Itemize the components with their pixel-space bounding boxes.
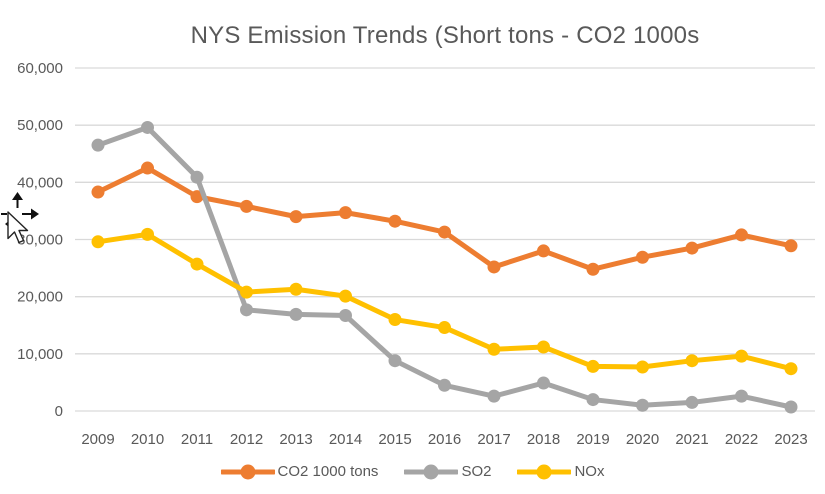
data-point[interactable] [91,185,105,199]
x-axis-tick-label: 2023 [774,431,807,448]
legend-line-marker-icon [517,464,572,479]
x-axis-tick-label: 2021 [675,431,708,448]
series-so2[interactable] [91,120,798,414]
x-axis-tick-label: 2016 [428,431,461,448]
data-point[interactable] [685,395,699,409]
legend-label: CO2 1000 tons [277,463,379,480]
series-co2-1000-tons[interactable] [91,161,798,276]
legend-label: NOx [574,463,605,480]
legend-item-co2-1000-tons[interactable]: CO2 1000 tons [220,463,379,480]
data-point[interactable] [339,289,352,303]
x-axis-tick-label: 2010 [131,431,164,448]
data-point[interactable] [438,225,451,239]
data-point[interactable] [339,309,352,323]
data-point[interactable] [537,340,550,354]
data-point[interactable] [537,376,550,390]
x-axis-tick-label: 2017 [477,431,510,448]
series-nox[interactable] [91,227,798,376]
x-axis-tick-label: 2015 [378,431,411,448]
data-point[interactable] [735,228,748,242]
data-point[interactable] [438,321,451,335]
chart-title: NYS Emission Trends (Short tons - CO2 10… [190,22,700,49]
data-point[interactable] [388,214,402,228]
x-axis-tick-label: 2014 [329,431,362,448]
data-point[interactable] [289,307,303,321]
data-point[interactable] [438,378,451,392]
data-point[interactable] [735,349,748,363]
y-axis-tick-label: 0 [55,403,63,420]
data-point[interactable] [190,190,204,204]
data-point[interactable] [388,354,402,368]
series-line[interactable] [95,231,794,372]
data-point[interactable] [784,239,798,253]
x-axis-tick-label: 2019 [576,431,609,448]
data-point[interactable] [537,244,550,258]
data-point[interactable] [141,161,154,175]
legend-label: SO2 [461,463,492,480]
legend-item-nox[interactable]: NOx [517,463,604,480]
data-point[interactable] [289,282,303,296]
x-axis-tick-label: 2009 [81,431,114,448]
data-point[interactable] [586,262,600,276]
data-point[interactable] [91,138,105,152]
data-point[interactable] [190,170,204,184]
data-point[interactable] [487,342,501,356]
data-point[interactable] [388,313,402,327]
y-axis-tick-label: 50,000 [17,117,63,134]
data-point[interactable] [339,206,352,220]
x-axis-tick-label: 2012 [230,431,263,448]
x-axis-tick-label: 2020 [626,431,659,448]
data-point[interactable] [784,362,798,376]
x-axis-tick-label: 2022 [725,431,758,448]
data-point[interactable] [487,260,501,274]
data-point[interactable] [586,393,600,407]
data-point[interactable] [289,210,303,224]
y-axis-tick-label: 10,000 [17,346,63,363]
data-point[interactable] [240,199,253,213]
data-point[interactable] [240,303,253,317]
data-point[interactable] [685,241,699,255]
y-axis-tick-label: 60,000 [17,60,63,77]
data-point[interactable] [240,285,253,299]
x-axis-tick-label: 2011 [181,431,213,448]
y-axis-tick-label: 40,000 [17,174,63,191]
legend-line-marker-icon [404,464,459,479]
data-point[interactable] [190,257,204,271]
data-point[interactable] [735,389,748,403]
data-point[interactable] [636,250,649,264]
data-point[interactable] [91,235,105,249]
x-axis-tick-label: 2013 [279,431,312,448]
data-point[interactable] [141,227,154,241]
x-axis-tick-label: 2018 [527,431,560,448]
data-point[interactable] [636,360,649,374]
chart-legend: CO2 1000 tons SO2 NOx [0,463,825,480]
y-axis-tick-label: 20,000 [17,289,63,306]
data-point[interactable] [586,359,600,373]
y-axis-tick-label: 30,000 [17,232,63,249]
data-point[interactable] [784,400,798,414]
legend-item-so2[interactable]: SO2 [404,463,491,480]
data-point[interactable] [487,389,501,403]
data-point[interactable] [636,398,649,412]
data-point[interactable] [685,354,699,368]
legend-line-marker-icon [220,464,275,479]
data-point[interactable] [141,120,154,134]
series-line[interactable] [95,165,794,272]
